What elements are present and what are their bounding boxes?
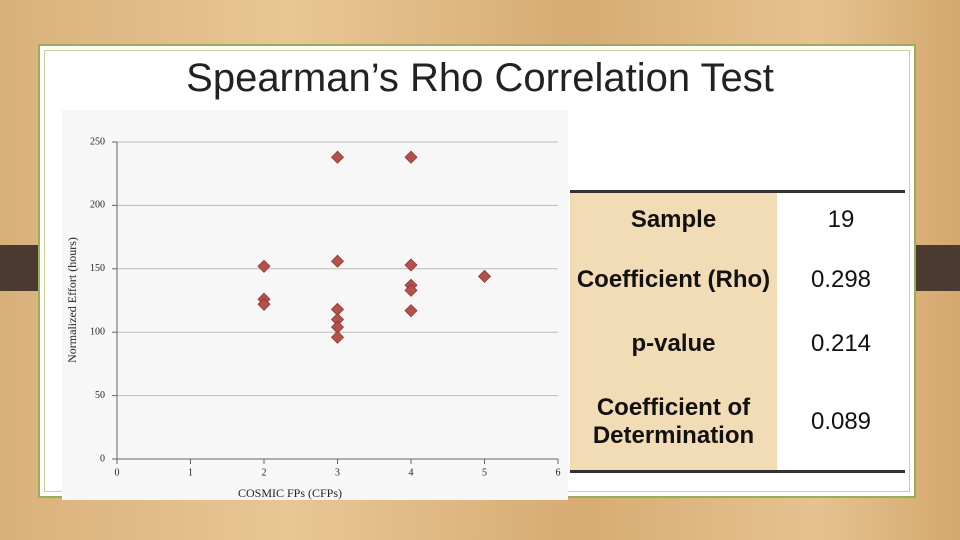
scatter-point (477, 269, 492, 283)
table-row: Sample 19 (570, 191, 905, 247)
stats-table: Sample 19 Coefficient (Rho) 0.298 p-value 0… (570, 190, 905, 473)
slide-title: Spearman’s Rho Correlation Test (186, 56, 774, 100)
y-tick-label: 150 (90, 263, 105, 274)
y-tick-label: 0 (100, 453, 105, 464)
scatter-point (404, 304, 418, 318)
x-tick-label: 4 (409, 467, 414, 478)
y-tick-label: 50 (95, 390, 105, 401)
scatter-point (404, 283, 418, 297)
x-tick-label: 6 (556, 467, 561, 478)
cell: 0.214 (777, 313, 905, 374)
y-tick-label: 200 (90, 200, 105, 211)
scatter-point (404, 150, 418, 164)
x-tick-label: 1 (188, 467, 193, 478)
chart-area (62, 110, 568, 500)
cell: Sample (570, 191, 777, 247)
x-axis-label: COSMIC FPs (CFPs) (238, 486, 342, 500)
cell: 0.298 (777, 246, 905, 314)
scatter-point (330, 330, 345, 344)
y-axis-label: Normalized Effort (hours) (65, 237, 79, 363)
cell: Coefficient (Rho) (570, 246, 777, 314)
table-row: Coefficient of Determination 0.089 (570, 373, 905, 472)
cell: 19 (777, 191, 905, 247)
scatter-point (330, 254, 345, 268)
table-row: Coefficient (Rho) 0.298 (570, 246, 905, 314)
cell: Coefficient of Determination (570, 373, 777, 472)
decor-strip (0, 245, 42, 291)
scatter-point (404, 258, 418, 272)
scatter-point (257, 259, 271, 273)
scatter-point (330, 150, 345, 164)
x-tick-label: 0 (115, 467, 120, 478)
x-tick-label: 2 (262, 467, 267, 478)
y-tick-label: 250 (90, 136, 105, 147)
x-tick-label: 5 (482, 467, 487, 478)
x-tick-label: 3 (335, 467, 340, 478)
cell: p-value (570, 313, 777, 374)
y-tick-label: 100 (90, 326, 105, 337)
scatter-point (257, 297, 271, 311)
table-row: p-value 0.214 (570, 313, 905, 374)
cell: 0.089 (777, 373, 905, 472)
